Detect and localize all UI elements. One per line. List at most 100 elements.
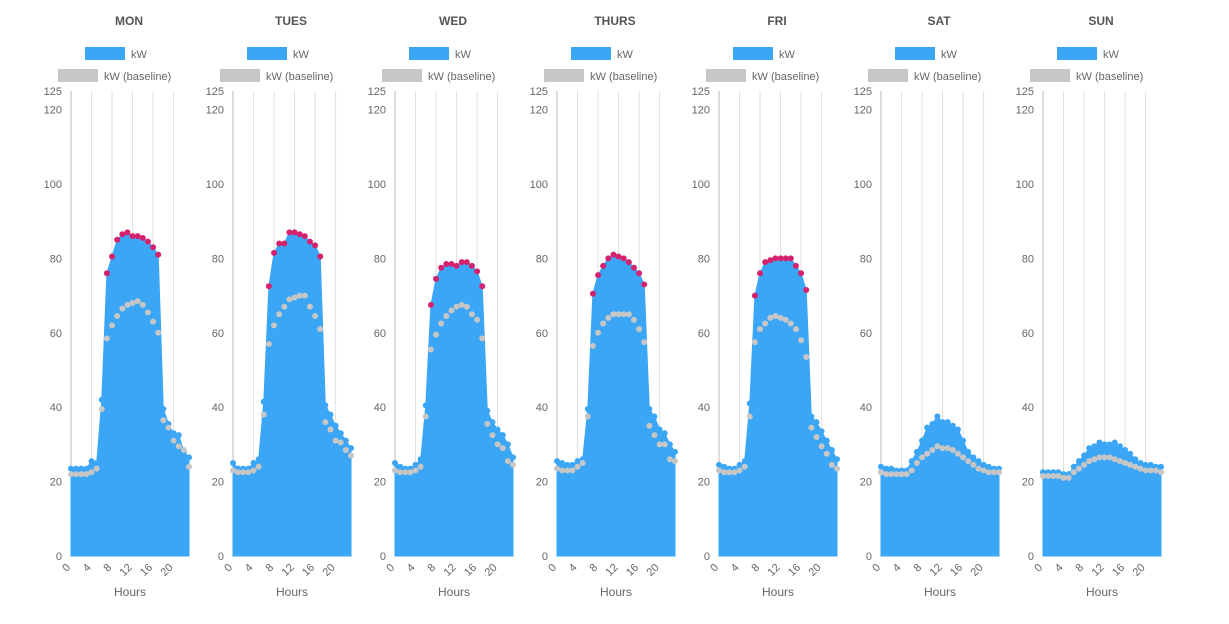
legend-swatch-kw: [85, 47, 125, 60]
kw-point: [574, 458, 581, 465]
kw-point: [661, 430, 668, 437]
baseline-point: [990, 469, 997, 476]
baseline-point: [828, 461, 835, 468]
kw-point-exceed: [463, 259, 470, 266]
kw-point: [337, 430, 344, 437]
baseline-point: [98, 406, 105, 413]
kw-point-exceed: [595, 272, 602, 279]
y-tick-label: 0: [542, 551, 548, 563]
kw-point: [250, 460, 257, 466]
chart-title: FRI: [767, 14, 786, 28]
x-tick-label: 8: [101, 562, 114, 575]
baseline-point: [787, 320, 794, 327]
baseline-point: [240, 469, 247, 476]
x-tick-label: 0: [546, 562, 559, 575]
legend-swatch-kw: [571, 47, 611, 60]
baseline-point: [78, 471, 85, 478]
x-tick-label: 20: [483, 562, 500, 579]
y-tick-label: 40: [374, 402, 386, 414]
y-tick-label: 80: [50, 253, 62, 265]
kw-point-exceed: [103, 270, 110, 277]
x-tick-label: 16: [786, 562, 803, 579]
baseline-point: [88, 469, 95, 476]
x-tick-label: 4: [405, 562, 418, 575]
baseline-point: [595, 329, 602, 336]
baseline-point: [970, 461, 977, 468]
baseline-point: [296, 292, 303, 299]
kw-point-exceed: [641, 281, 648, 288]
x-tick-label: 0: [1032, 562, 1045, 575]
legend-swatch-baseline: [544, 69, 584, 82]
baseline-point: [554, 465, 560, 472]
kw-point: [1106, 441, 1113, 448]
baseline-point: [767, 314, 774, 321]
x-tick-label: 16: [462, 562, 479, 579]
kw-point-exceed: [312, 242, 319, 249]
baseline-point: [782, 316, 789, 323]
baseline-point: [834, 465, 840, 472]
baseline-point: [600, 320, 607, 327]
kw-point: [332, 422, 339, 429]
baseline-point: [276, 311, 283, 318]
baseline-point: [230, 467, 236, 474]
kw-point-exceed: [458, 259, 465, 266]
kw-point: [741, 458, 748, 465]
kw-point: [965, 448, 972, 455]
baseline-point: [934, 443, 941, 450]
y-tick-label: 120: [1016, 105, 1034, 117]
legend-swatch-baseline: [58, 69, 98, 82]
kw-point: [88, 458, 95, 465]
kw-point-exceed: [443, 260, 450, 267]
baseline-point: [265, 340, 272, 347]
baseline-point: [165, 424, 172, 431]
y-tick-label: 125: [368, 86, 386, 98]
kw-point-exceed: [271, 249, 278, 256]
y-tick-label: 120: [44, 105, 62, 117]
baseline-point: [317, 326, 324, 333]
kw-point: [1137, 460, 1144, 466]
kw-point: [834, 456, 840, 463]
x-tick-label: 20: [645, 562, 662, 579]
kw-point: [672, 448, 678, 455]
baseline-point: [155, 329, 162, 336]
baseline-point: [245, 469, 252, 476]
baseline-point: [175, 443, 182, 450]
baseline-point: [898, 471, 905, 478]
x-tick-label: 8: [911, 562, 924, 575]
kw-point: [919, 437, 926, 444]
kw-point: [73, 465, 80, 472]
kw-point: [1070, 463, 1077, 470]
baseline-point: [954, 450, 961, 457]
baseline-point: [271, 322, 278, 329]
baseline-point: [260, 411, 267, 418]
kw-point: [924, 424, 931, 431]
baseline-point: [1091, 456, 1098, 463]
y-tick-label: 0: [56, 551, 62, 563]
legend-label-baseline: kW (baseline): [266, 71, 333, 83]
baseline-point: [250, 467, 257, 474]
kw-point: [342, 437, 349, 444]
baseline-point: [808, 424, 815, 431]
baseline-point: [1132, 463, 1139, 470]
baseline-point: [913, 460, 920, 466]
baseline-point: [625, 311, 632, 318]
kw-point: [970, 454, 977, 461]
baseline-point: [1127, 461, 1134, 468]
kw-point: [716, 461, 722, 468]
kw-point: [1101, 441, 1108, 448]
baseline-point: [73, 471, 80, 478]
baseline-point: [458, 301, 465, 308]
baseline-point: [980, 467, 987, 474]
baseline-point: [1055, 473, 1062, 480]
kw-point: [828, 446, 835, 453]
kw-point-exceed: [757, 270, 764, 277]
kw-point: [584, 406, 591, 413]
kw-point-exceed: [767, 257, 774, 264]
y-tick-label: 0: [866, 551, 872, 563]
kw-point-exceed: [150, 244, 157, 251]
baseline-point: [322, 419, 329, 426]
legend-swatch-baseline: [1030, 69, 1070, 82]
baseline-point: [433, 331, 440, 338]
legend-swatch-baseline: [706, 69, 746, 82]
